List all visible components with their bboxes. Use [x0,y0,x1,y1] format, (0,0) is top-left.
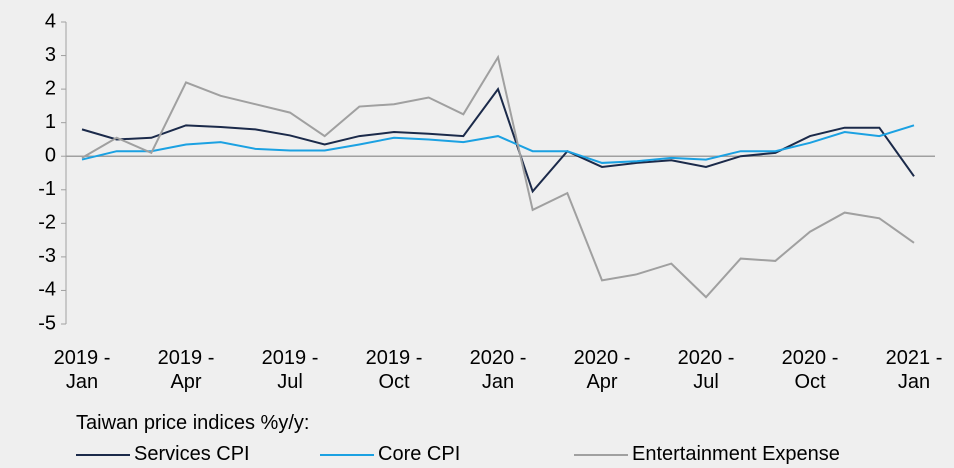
y-tick-label: -3 [38,245,56,267]
x-tick-label: 2019 - Apr [157,347,215,393]
y-tick-label: -5 [38,312,56,334]
y-tick-label: -4 [38,279,56,301]
series-line [81,124,915,164]
x-tick-label: 2020 - Oct [781,347,839,393]
y-tick-label: -2 [38,212,56,234]
y-tick-label: -1 [38,178,56,200]
legend-label: Core CPI [378,443,461,465]
y-tick-label: 0 [45,145,56,167]
x-tick-label: 2020 - Jul [677,347,735,393]
legend-label: Services CPI [134,443,250,465]
series-line [81,86,915,194]
x-tick-label: 2019 - Oct [365,347,423,393]
x-tick-label: 2019 - Jul [261,347,319,393]
x-tick-label: 2020 - Apr [573,347,631,393]
x-tick-label: 2020 - Jan [469,347,527,393]
y-tick-label: 4 [45,10,56,32]
legend-label: Entertainment Expense [632,443,840,465]
x-tick-label: 2021 - Jan [885,347,943,393]
x-tick-label: 2019 - Jan [53,347,111,393]
series-line [81,54,915,299]
y-tick-label: 3 [45,44,56,66]
y-tick-label: 2 [45,77,56,99]
y-tick-label: 1 [45,111,56,133]
legend-title: Taiwan price indices %y/y: [76,412,310,434]
